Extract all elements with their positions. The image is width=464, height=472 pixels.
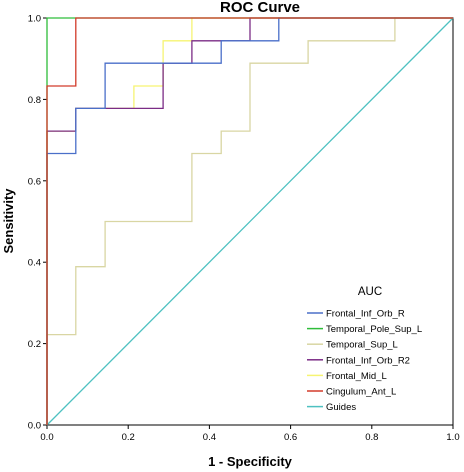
x-tick-label: 1.0 <box>446 432 459 443</box>
series-line-guides <box>46 17 454 426</box>
axis-ticks: 0.0 0.2 0.4 0.6 0.8 1.0 0.0 0.2 0.4 0.6 0.8 1.0 <box>28 14 460 444</box>
legend-entry-label: Temporal_Pole_Sup_L <box>326 324 422 335</box>
x-tick-label: 0.2 <box>122 432 135 443</box>
x-tick-label: 0.8 <box>365 432 378 443</box>
legend-entry-label: Frontal_Mid_L <box>326 371 387 382</box>
legend-entry-label: Cingulum_Ant_L <box>326 387 396 398</box>
x-axis-label: 1 - Specificity <box>208 454 293 469</box>
chart-title: ROC Curve <box>220 0 300 16</box>
y-tick-label: 0.8 <box>28 95 41 106</box>
y-tick-label: 0.2 <box>28 339 41 350</box>
y-tick-label: 0.4 <box>28 258 41 269</box>
series-line-frontal-inf-orb-r2 <box>46 17 453 425</box>
y-tick-label: 0.0 <box>28 421 41 432</box>
legend-title: AUC <box>358 286 382 298</box>
legend-entry-label: Guides <box>326 402 356 413</box>
legend-entry-label: Frontal_Inf_Orb_R2 <box>326 355 410 366</box>
legend: AUC Frontal_Inf_Orb_R Temporal_Pole_Sup_L… <box>307 286 422 413</box>
series-line-frontal-inf-orb-r <box>46 17 453 425</box>
series-layer <box>46 17 454 426</box>
x-tick-label: 0.0 <box>40 432 53 443</box>
x-tick-label: 0.4 <box>203 432 216 443</box>
legend-entry-label: Frontal_Inf_Orb_R <box>326 309 405 320</box>
series-line-temporal-sup-l <box>46 17 453 425</box>
x-tick-label: 0.6 <box>284 432 297 443</box>
y-tick-label: 1.0 <box>28 14 41 25</box>
legend-entry-label: Temporal_Sup_L <box>326 340 398 351</box>
series-line-cingulum-ant-l <box>46 17 453 425</box>
y-tick-label: 0.6 <box>28 176 41 187</box>
y-axis-label: Sensitivity <box>1 188 16 254</box>
